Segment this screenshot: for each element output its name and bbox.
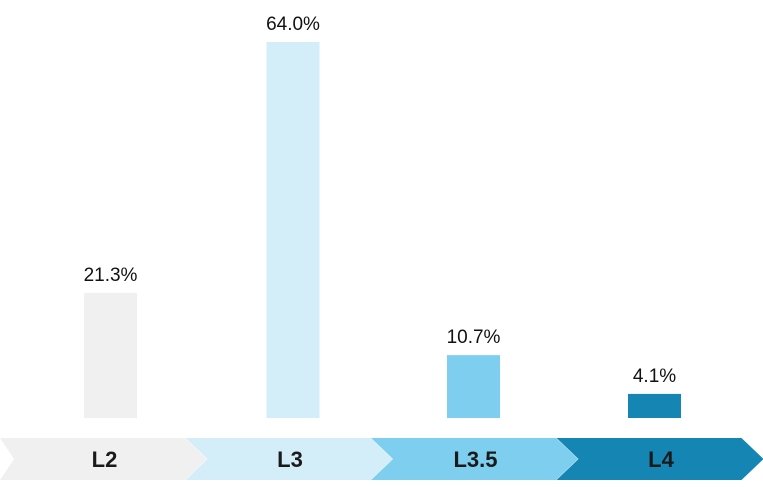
- data-label: 21.3%: [84, 265, 138, 286]
- data-label: 64.0%: [266, 14, 320, 35]
- data-label: 10.7%: [447, 327, 501, 348]
- bar-L3: [266, 42, 320, 418]
- category-chevron: [371, 438, 578, 480]
- bar-L4: [628, 393, 681, 418]
- category-label: L3.5: [453, 447, 497, 472]
- category-label: L3: [277, 447, 303, 472]
- bar-L3.5: [447, 355, 500, 418]
- category-chevron: [0, 438, 207, 480]
- category-chevron: [185, 438, 393, 480]
- bar-L2: [84, 292, 137, 418]
- category-label: L2: [92, 447, 118, 472]
- data-label: 4.1%: [633, 366, 676, 387]
- category-chevron: [556, 438, 763, 480]
- category-label: L4: [648, 447, 674, 472]
